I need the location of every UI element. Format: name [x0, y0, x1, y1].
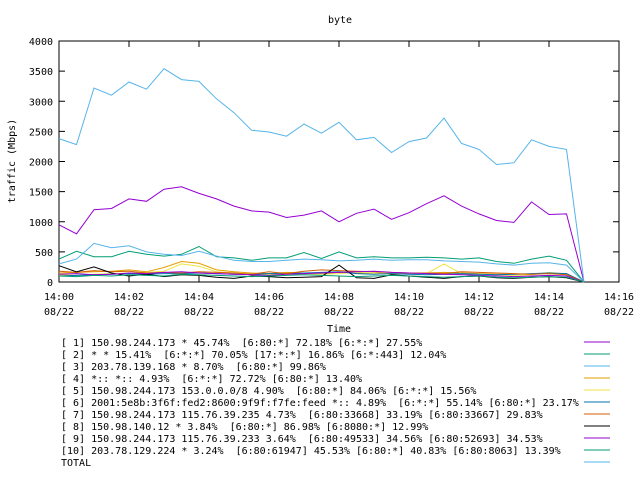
y-tick-label: 1500 [29, 188, 53, 199]
y-tick-label: 2500 [29, 127, 53, 138]
legend-label: [10] 203.78.129.224 * 3.24% [6:80:61947]… [61, 446, 561, 457]
y-tick-label: 3500 [29, 67, 53, 78]
legend: [ 1] 150.98.244.173 * 45.74% [6:80:*] 72… [61, 338, 610, 469]
x-tick-label: 14:10 [394, 292, 424, 303]
legend-label: [ 5] 150.98.244.173 153.0.0.0/8 4.90% [6… [61, 386, 476, 397]
y-tick-label: 0 [47, 278, 53, 289]
x-axis-label: Time [327, 324, 351, 335]
x-tick-label: 14:12 [464, 292, 494, 303]
legend-label: [ 4] *:: *:: 4.93% [6:*:*] 72.72% [6:80:… [61, 374, 362, 385]
x-tick-label: 14:02 [114, 292, 144, 303]
y-tick-label: 1000 [29, 218, 53, 229]
x-tick-label: 14:00 [44, 292, 74, 303]
series-line-11 [58, 68, 585, 283]
series-line-7 [58, 269, 585, 283]
legend-label: TOTAL [61, 458, 91, 469]
x-tick-date: 08/22 [254, 307, 284, 318]
x-tick-label: 14:14 [534, 292, 564, 303]
x-tick-label: 14:04 [184, 292, 214, 303]
legend-label: [ 8] 150.98.140.12 * 3.84% [6:80:*] 86.9… [61, 422, 428, 433]
series-line-4 [58, 260, 585, 283]
chart-title: byte [328, 15, 352, 26]
legend-label: [ 9] 150.98.244.173 115.76.39.233 3.64% … [61, 434, 543, 445]
x-axis-ticks: 14:00 08/22 14:02 08/22 14:04 08/22 14:06 08/22… [44, 41, 634, 318]
legend-label: [ 7] 150.98.244.173 115.76.39.235 4.73% … [61, 410, 543, 421]
series-line-9 [58, 270, 585, 283]
x-tick-date: 08/22 [44, 307, 74, 318]
series-line-10 [58, 273, 585, 283]
x-tick-date: 08/22 [324, 307, 354, 318]
plot-frame [58, 40, 620, 283]
y-axis-label: traffic (Mbps) [7, 119, 18, 203]
y-axis-ticks: 0 500 1000 1500 2000 2500 3000 3500 4000 [29, 37, 619, 289]
x-tick-label: 14:08 [324, 292, 354, 303]
series-line-3 [58, 242, 585, 283]
series-line-2 [58, 245, 585, 283]
legend-label: [ 2] * * 15.41% [6:*:*] 70.05% [17:*:*] … [61, 350, 446, 361]
legend-label: [ 3] 203.78.139.168 * 8.70% [6:80:*] 99.… [61, 362, 326, 373]
x-tick-date: 08/22 [464, 307, 494, 318]
x-tick-label: 14:16 [604, 292, 634, 303]
series-lines [58, 68, 585, 283]
x-tick-label: 14:06 [254, 292, 284, 303]
x-tick-date: 08/22 [604, 307, 634, 318]
y-tick-label: 2000 [29, 158, 53, 169]
y-tick-label: 4000 [29, 37, 53, 48]
x-tick-date: 08/22 [114, 307, 144, 318]
series-line-1 [58, 186, 585, 283]
y-tick-label: 500 [35, 248, 53, 259]
y-tick-label: 3000 [29, 97, 53, 108]
x-tick-date: 08/22 [534, 307, 564, 318]
legend-label: [ 1] 150.98.244.173 * 45.74% [6:80:*] 72… [61, 338, 422, 349]
x-tick-date: 08/22 [184, 307, 214, 318]
x-tick-date: 08/22 [394, 307, 424, 318]
series-line-8 [58, 264, 585, 283]
legend-label: [ 6] 2001:5e8b:3f6f:fed2:8600:9f9f:f7fe:… [61, 398, 579, 409]
